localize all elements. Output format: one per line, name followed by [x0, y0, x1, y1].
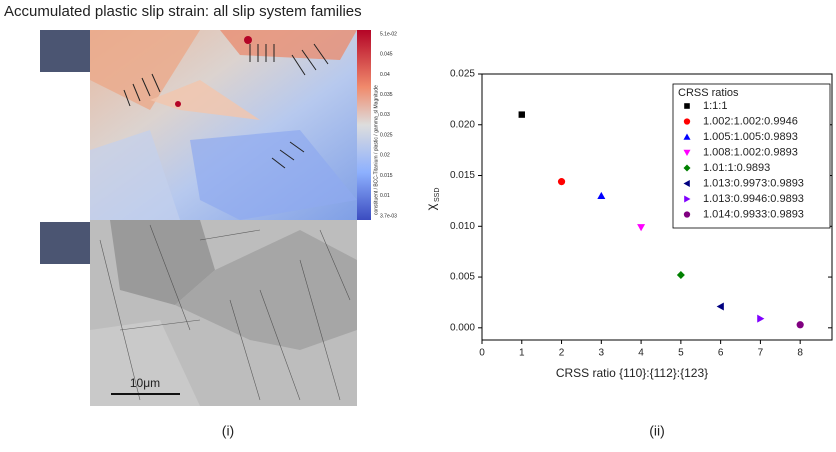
- legend-label: 1:1:1: [703, 100, 727, 112]
- legend-label: 1.013:0.9973:0.9893: [703, 177, 804, 189]
- x-tick-label: 6: [718, 348, 724, 359]
- y-tick-label: 0.015: [450, 170, 475, 181]
- marker: [683, 118, 691, 125]
- marker: [683, 164, 691, 172]
- y-tick-label: 0.005: [450, 272, 475, 283]
- marker: [597, 191, 606, 200]
- marker: [557, 178, 566, 186]
- x-tick-label: 4: [638, 348, 644, 359]
- marker: [683, 180, 690, 187]
- panel-label: (ii): [649, 423, 665, 439]
- y-tick-label: 0.000: [450, 322, 475, 333]
- marker: [518, 111, 525, 118]
- x-tick-label: 5: [678, 348, 684, 359]
- x-tick-label: 3: [599, 348, 605, 359]
- marker: [637, 224, 646, 232]
- marker: [684, 195, 691, 203]
- y-tick-label: 0.010: [450, 221, 475, 232]
- marker: [683, 211, 691, 218]
- scale-bar-label: 10μm: [130, 376, 160, 390]
- colorbar-label: 0.025: [380, 132, 393, 138]
- y-tick-label: 0.025: [450, 69, 475, 80]
- colorbar-label: 0.02: [380, 153, 390, 159]
- marker: [684, 103, 690, 109]
- x-tick-label: 7: [758, 348, 764, 359]
- sem-panel: [40, 220, 357, 406]
- marker: [676, 271, 685, 280]
- x-tick-label: 1: [519, 348, 525, 359]
- colorbar-label: 0.035: [380, 92, 393, 98]
- marker: [683, 149, 691, 156]
- x-tick-label: 2: [559, 348, 565, 359]
- colorbar-label: 0.03: [380, 112, 390, 118]
- colorbar-label: 3.7e-03: [380, 213, 397, 219]
- legend-label: 1.014:0.9933:0.9893: [703, 208, 804, 220]
- legend-label: 1.008:1.002:0.9893: [703, 146, 798, 158]
- legend-title: CRSS ratios: [678, 87, 739, 99]
- colorbar-title: constituent / BCC-Titanium / plastic / g…: [373, 85, 379, 215]
- heatmap-panel: [40, 30, 371, 220]
- marker: [683, 133, 691, 140]
- legend-label: 1.002:1.002:0.9946: [703, 115, 798, 127]
- x-axis-label: CRSS ratio {110}:{112}:{123}: [556, 366, 708, 380]
- legend-label: 1.005:1.005:0.9893: [703, 131, 798, 143]
- y-tick-label: 0.020: [450, 119, 475, 130]
- plot-frame: [481, 73, 833, 341]
- colorbar-label: 0.045: [380, 52, 393, 58]
- colorbar-label: 0.01: [380, 193, 390, 199]
- colorbar-label: 0.015: [380, 173, 393, 179]
- legend-box: [672, 83, 831, 229]
- colorbar-label: 5.1e-02: [380, 31, 397, 37]
- legend-label: 1.01:1:0.9893: [703, 162, 770, 174]
- y-axis-symbol: χ: [423, 203, 438, 210]
- marker: [716, 302, 724, 311]
- marker: [757, 314, 765, 323]
- colorbar-label: 0.04: [380, 72, 390, 78]
- x-tick-label: 8: [797, 348, 803, 359]
- y-axis-subscript: SSD: [434, 188, 441, 202]
- marker: [796, 321, 804, 329]
- figure-title: Accumulated plastic slip strain: all sli…: [4, 3, 362, 20]
- x-tick-label: 0: [479, 348, 485, 359]
- legend-label: 1.013:0.9946:0.9893: [703, 193, 804, 205]
- panel-label: (i): [222, 423, 234, 439]
